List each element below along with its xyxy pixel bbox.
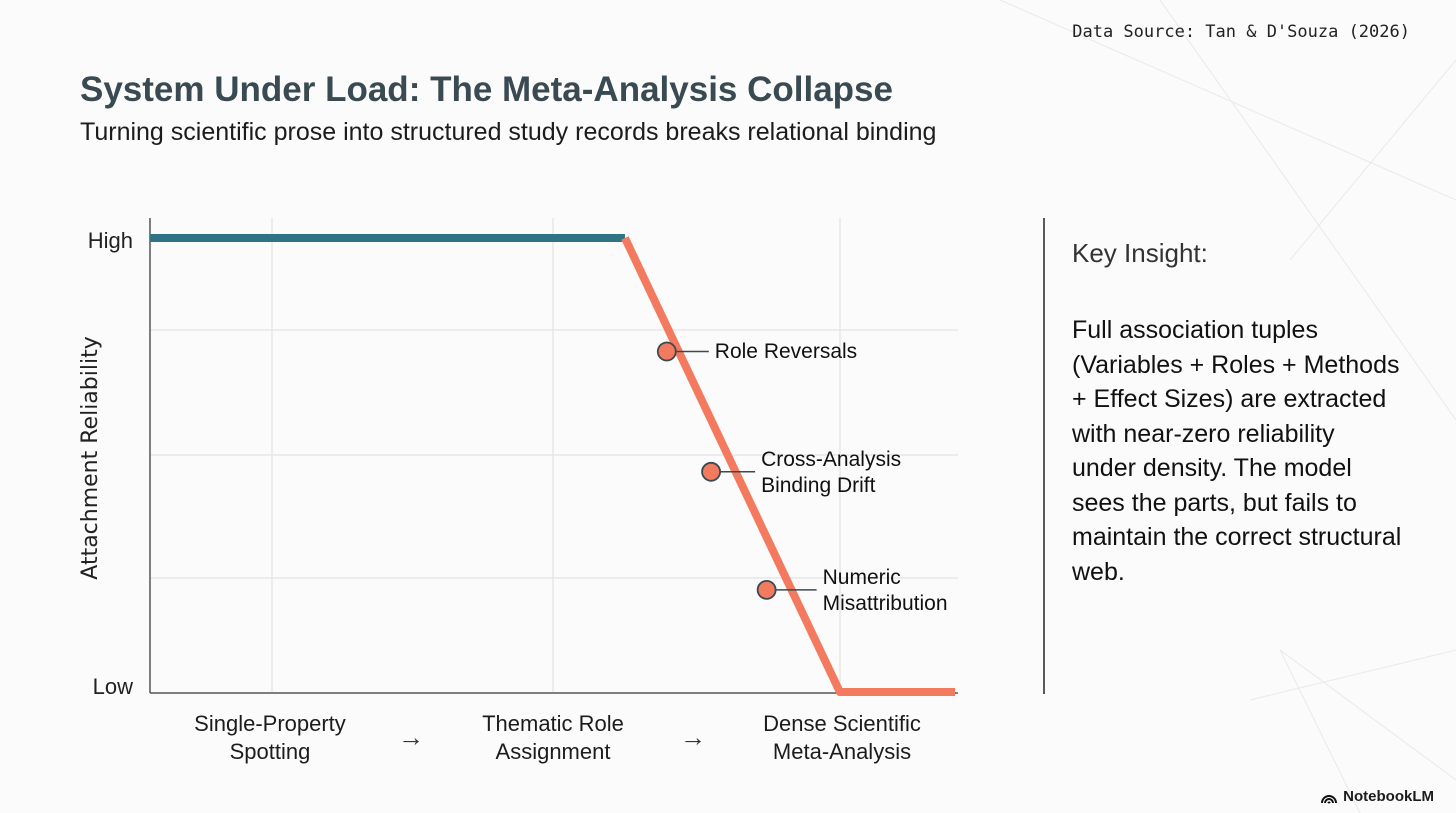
notebooklm-logo: NotebookLM — [1320, 788, 1434, 805]
arrow-right-icon: → — [680, 722, 706, 752]
annotation-line: Numeric — [822, 565, 901, 589]
y-tick-high: High — [88, 228, 133, 253]
insight-body: Full association tuples (Variables + Rol… — [1072, 316, 1402, 586]
logo-text: NotebookLM — [1343, 788, 1434, 805]
annotation-marker — [656, 341, 677, 362]
y-tick-low: Low — [93, 674, 133, 699]
annotation-marker — [756, 579, 777, 600]
arrow-right-icon: → — [398, 722, 424, 752]
page-title: System Under Load: The Meta-Analysis Col… — [80, 70, 893, 109]
annotation-marker — [701, 461, 721, 482]
series-line-collapse — [621, 236, 955, 696]
annotation-line: Binding Drift — [761, 473, 876, 497]
annotation-label: Cross-Analysis Binding Drift — [761, 447, 901, 499]
divider — [1043, 218, 1045, 694]
annotation-label: Numeric Misattribution — [823, 565, 948, 617]
y-axis-label: Attachment Reliability — [78, 336, 103, 579]
annotation-line: Role Reversals — [714, 339, 858, 363]
data-source: Data Source: Tan & D'Souza (2026) — [1072, 22, 1410, 42]
x-category-2: Thematic Role Assignment — [482, 711, 624, 764]
annotation-line: Misattribution — [822, 591, 948, 615]
x-category-3: Dense Scientific Meta-Analysis — [763, 711, 921, 764]
chart: High Low Attachment Reliability — [78, 218, 958, 699]
x-category-1: Single-Property Spotting — [194, 711, 346, 764]
insight-title: Key Insight: — [1072, 238, 1208, 268]
annotation-label: Role Reversals — [715, 339, 857, 365]
page-subtitle: Turning scientific prose into structured… — [80, 118, 937, 146]
notebooklm-icon — [1321, 794, 1338, 804]
annotation-line: Cross-Analysis — [761, 447, 902, 471]
